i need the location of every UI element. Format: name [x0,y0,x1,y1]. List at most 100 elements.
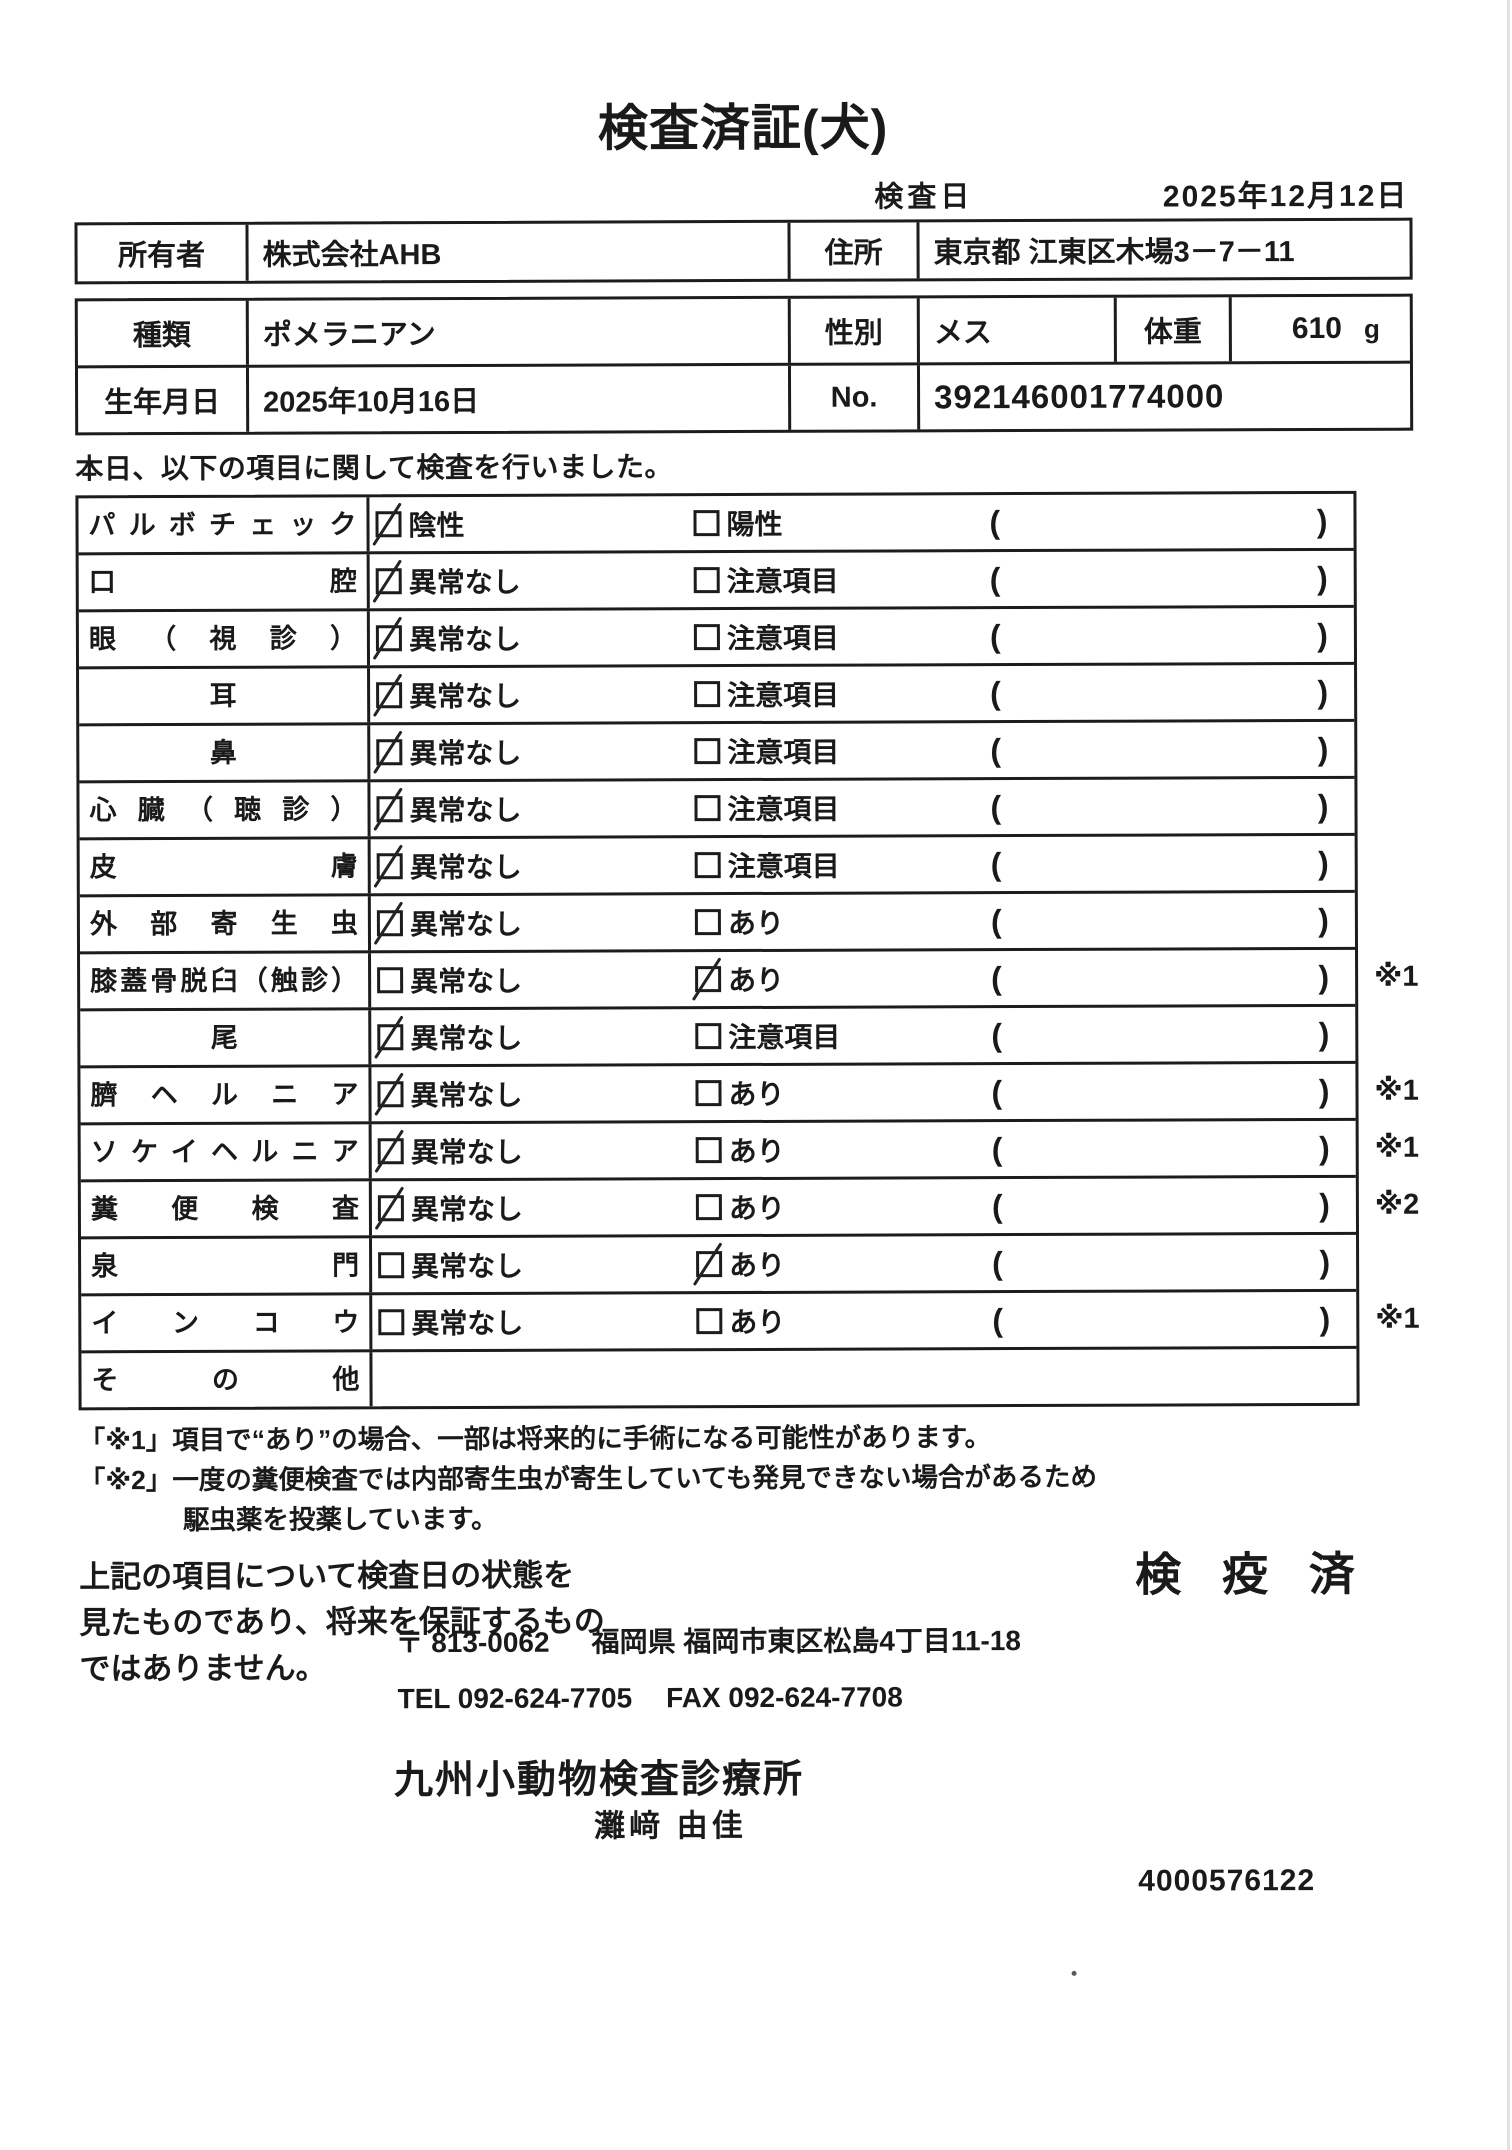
checkbox-icon [373,730,403,775]
footnotes: 「※1」項目で“あり”の場合、一部は将来的に手術になる可能性があります。 「※2」… [79,1416,1417,1541]
option-label: 異常なし [409,851,522,884]
paren-open: ( [991,959,1002,996]
inspection-row: 心臓（聴診） 異常なし 注意項目 () [79,775,1355,838]
option-label: 注意項目 [726,565,839,598]
inspection-item-result [372,1349,1356,1406]
weight-unit: g [1363,313,1380,344]
option-label: 注意項目 [727,850,840,883]
inspection-item-label: 尾 [80,1010,372,1066]
inspection-item-label: 鼻 [79,725,371,781]
check-slash-mark [691,957,722,1001]
paren-open: ( [990,674,1001,711]
inspection-item-label: 臍ヘルニア [80,1067,372,1123]
paren-open: ( [989,503,1001,540]
checkbox-icon [694,738,721,765]
inspection-item-result: 異常なし 注意項目 () [371,1007,1355,1064]
paren-open: ( [992,1244,1003,1281]
option-label: 陽性 [726,508,783,541]
result-option: あり [694,901,991,942]
blank-entry-space [1002,920,1319,921]
checkbox-icon [377,967,404,994]
blank-entry-space [1003,1319,1320,1320]
checkbox-icon [694,795,721,822]
checkbox-icon [694,909,721,936]
paren-close: ) [1318,958,1330,995]
paren-open: ( [989,617,1001,654]
option-label: あり [729,1306,786,1339]
veterinarian-name: 灘﨑 由佳 [594,1807,747,1844]
clinic-tel-line: TEL 092-624-7705 FAX 092-624-7708 [398,1681,903,1715]
check-slash-mark [373,730,403,775]
check-slash-mark [372,616,403,661]
result-option: 異常なし [373,787,694,832]
result-option: 異常なし [372,616,694,661]
paren-close: ) [1319,1186,1330,1223]
title-row: 検査済証(犬) [74,86,1412,156]
inspection-item-result: 異常なし あり () [372,1121,1356,1178]
result-option: 注意項目 [694,844,991,885]
inspection-row: 耳 異常なし 注意項目 () [79,661,1355,724]
inspection-row: インコウ 異常なし あり () ※1 [81,1288,1420,1351]
option-label: 異常なし [408,566,521,599]
result-option: 異常なし [373,730,694,775]
paren-close: ) [1317,844,1329,881]
option-label: 注意項目 [727,679,840,712]
inspection-row: 口腔 異常なし 注意項目 () [78,547,1354,610]
checkbox-icon [374,1015,404,1060]
certificate-sheet: 検査済証(犬) 検査日 2025年12月12日 所有者 株式会社AHB 住所 東… [74,86,1420,2091]
checkbox-icon [695,1023,722,1050]
result-option: あり [696,1300,992,1341]
option-label: あり [728,1078,785,1111]
inspection-item-result: 異常なし 注意項目 () [371,836,1355,893]
checkbox-icon [373,844,404,889]
checkbox-icon [374,1129,405,1174]
paren-close: ) [1318,1129,1330,1166]
address-value: 東京都 江東区木場3－7－11 [933,236,1295,270]
checkbox-icon [693,624,720,651]
checkbox-icon [695,1137,722,1164]
check-slash-mark [373,901,404,946]
note-reference-mark: ※2 [1374,1188,1420,1221]
inspection-row: 皮膚 異常なし 注意項目 () [79,832,1355,895]
checkbox-icon [693,510,720,537]
blank-entry-space [1001,635,1318,636]
result-option: 注意項目 [694,673,990,714]
pet-row-1: 種類 ポメラニアン 性別 メス 体重 610 g [77,296,1410,369]
birth-value: 2025年10月16日 [248,365,792,432]
result-option: 異常なし [372,673,694,718]
result-option: 注意項目 [694,787,990,828]
breed-label: 種類 [77,300,249,366]
blank-entry-space [1000,578,1317,579]
inspection-item-label: 外部寄生虫 [79,896,372,952]
clinic-postal-code: 〒 813-0062 [395,1626,550,1659]
disclaimer-line: 上記の項目について検査日の状態を [79,1557,575,1595]
paren-close: ) [1317,730,1329,767]
paren-close: ) [1318,1015,1330,1052]
checkbox-icon [374,1186,405,1231]
checkbox-icon [692,1242,723,1286]
result-option: 注意項目 [693,616,990,657]
inspection-row: その他 [81,1345,1357,1408]
result-option: あり [691,957,991,1001]
check-slash-mark [692,1242,723,1286]
result-option: 異常なし [374,1129,696,1174]
document-code: 4000576122 [1138,1864,1316,1898]
result-option: 異常なし [373,844,695,889]
pet-row-2: 生年月日 2025年10月16日 No. 392146001774000 [77,364,1410,433]
weight-value: 610 [1291,311,1343,346]
inspection-item-result: 異常なし あり () [371,1064,1355,1121]
inspection-item-result: 陰性 陽性 () [369,494,1353,551]
check-slash-mark [373,787,403,832]
clinic-postal-line: 〒 813-0062 福岡県 福岡市東区松島4丁目11-18 [395,1619,1021,1661]
paren-close: ) [1319,1243,1331,1280]
sex-value: メス [919,297,1117,363]
option-label: 異常なし [410,1079,523,1112]
no-value: 392146001774000 [934,377,1225,416]
checkbox-icon [694,852,721,879]
result-option: 異常なし [373,901,695,946]
paren-close: ) [1319,1300,1331,1337]
checkbox-icon [374,1072,404,1117]
option-label: 注意項目 [727,736,840,769]
paren-open: ( [990,902,1002,939]
inspection-item-result: 異常なし あり () [372,1178,1356,1235]
